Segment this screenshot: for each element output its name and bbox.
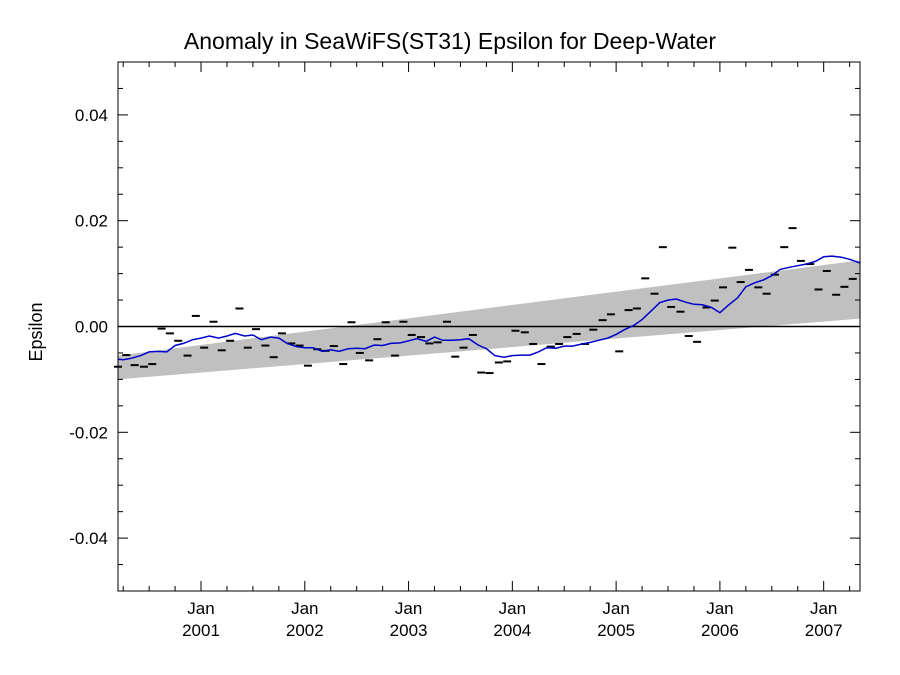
chart-title: Anomaly in SeaWiFS(ST31) Epsilon for Dee… [183, 28, 717, 54]
x-tick-year-label: 2005 [597, 621, 635, 640]
x-tick-label: Jan [395, 599, 422, 618]
x-tick-year-label: 2006 [701, 621, 739, 640]
y-tick-label: -0.02 [69, 423, 108, 442]
x-tick-year-label: 2001 [182, 621, 220, 640]
y-tick-label: 0.00 [75, 318, 108, 337]
y-tick-label: 0.02 [75, 212, 108, 231]
x-tick-label: Jan [602, 599, 629, 618]
x-tick-year-label: 2002 [286, 621, 324, 640]
x-tick-label: Jan [499, 599, 526, 618]
trend-band [118, 260, 860, 380]
y-tick-label: -0.04 [69, 529, 108, 548]
x-tick-label: Jan [187, 599, 214, 618]
series-line [117, 255, 861, 361]
x-tick-year-label: 2004 [493, 621, 531, 640]
y-tick-label: 0.04 [75, 106, 108, 125]
x-tick-label: Jan [291, 599, 318, 618]
x-tick-year-label: 2007 [805, 621, 843, 640]
x-tick-label: Jan [810, 599, 837, 618]
x-tick-year-label: 2003 [390, 621, 428, 640]
x-tick-label: Jan [706, 599, 733, 618]
